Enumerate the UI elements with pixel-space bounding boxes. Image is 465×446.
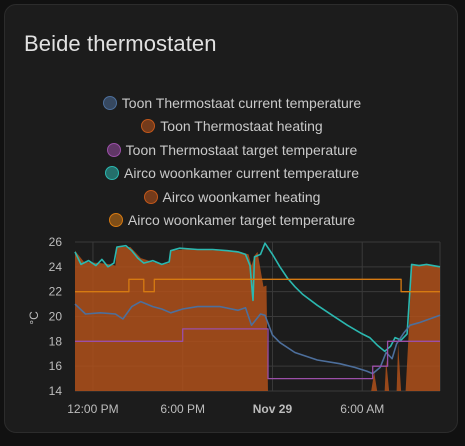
y-tick-label: 22: [49, 285, 63, 299]
legend-swatch: [106, 142, 121, 157]
legend-label: Airco woonkamer current temperature: [124, 165, 359, 182]
y-axis-unit: °C: [27, 311, 41, 325]
legend-label: Toon Thermostaat target temperature: [125, 141, 358, 158]
legend-swatch: [105, 166, 119, 181]
y-tick-label: 18: [49, 334, 63, 348]
y-tick-label: 20: [49, 310, 63, 324]
legend-item[interactable]: Airco woonkamer heating: [143, 185, 321, 209]
y-tick-label: 16: [49, 359, 63, 373]
y-tick-label: 26: [49, 235, 63, 249]
legend-label: Airco woonkamer heating: [162, 188, 321, 205]
legend-item[interactable]: Airco woonkamer current temperature: [105, 162, 359, 186]
x-tick-label: 12:00 PM: [67, 402, 118, 416]
legend-swatch: [102, 95, 117, 110]
toon-thermostaat-current-temperature-line: [74, 300, 441, 375]
legend-label: Toon Thermostaat current temperature: [121, 94, 362, 111]
legend-item[interactable]: Airco woonkamer target temperature: [108, 209, 356, 233]
airco-woonkamer-target-temperature-line: [75, 278, 440, 293]
x-tick-label: 6:00 AM: [340, 402, 384, 416]
legend-swatch: [143, 189, 158, 204]
legend-label: Airco woonkamer target temperature: [127, 212, 356, 229]
legend-item[interactable]: Toon Thermostaat current temperature: [102, 91, 362, 115]
airco-woonkamer-current-temperature-line: [74, 242, 441, 353]
y-tick-label: 14: [49, 384, 63, 398]
toon-thermostaat-target-temperature-line: [75, 328, 440, 380]
legend-swatch: [141, 119, 156, 134]
y-tick-label: 24: [49, 260, 63, 274]
legend-item[interactable]: Toon Thermostaat target temperature: [106, 138, 358, 162]
card-title: Beide thermostaten: [24, 31, 217, 56]
x-tick-label: Nov 29: [253, 402, 293, 416]
legend-swatch: [108, 213, 123, 228]
legend-item[interactable]: Toon Thermostaat heating: [141, 115, 323, 139]
legend-label: Toon Thermostaat heating: [160, 118, 323, 135]
x-tick-label: 6:00 PM: [160, 402, 205, 416]
chart-legend: Toon Thermostaat current temperature Toon…: [5, 91, 459, 232]
